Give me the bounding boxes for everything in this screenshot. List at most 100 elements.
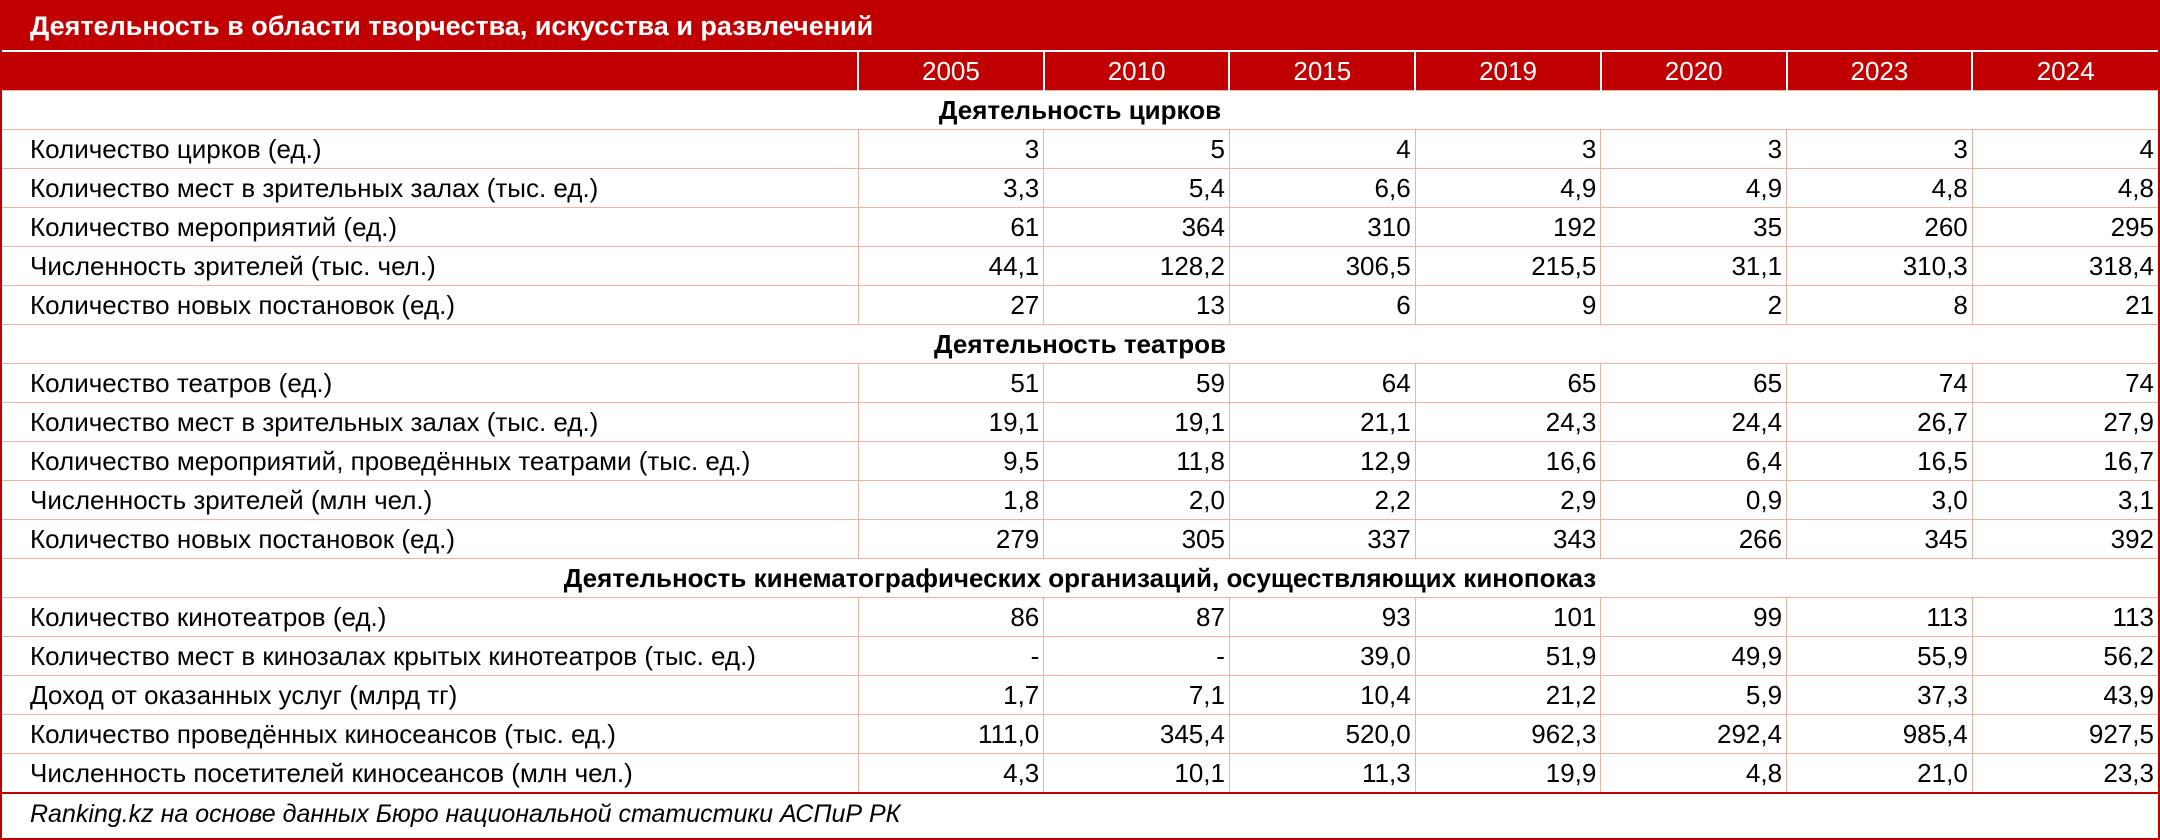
cell-2023: 74 bbox=[1786, 363, 1973, 403]
cell-2010: 13 bbox=[1043, 285, 1230, 325]
row-label: Количество кинотеатров (ед.) bbox=[2, 597, 859, 637]
header-year-2005: 2005 bbox=[857, 50, 1044, 91]
section-heading-row: Деятельность театров bbox=[2, 324, 2158, 364]
table-row: Количество мероприятий (ед.) 61 364 310 192 3… bbox=[2, 207, 2158, 247]
row-label: Количество театров (ед.) bbox=[2, 363, 859, 403]
cell-2020: 266 bbox=[1600, 519, 1787, 559]
cell-2024: 56,2 bbox=[1971, 636, 2158, 676]
header-label-cell bbox=[2, 50, 859, 91]
cell-2023: 55,9 bbox=[1786, 636, 1973, 676]
cell-2023: 16,5 bbox=[1786, 441, 1973, 481]
table-row: Количество мест в зрительных залах (тыс.… bbox=[2, 402, 2158, 442]
cell-2019: 215,5 bbox=[1414, 246, 1601, 286]
row-label: Количество мероприятий, проведённых теат… bbox=[2, 441, 859, 481]
cell-2015: 21,1 bbox=[1228, 402, 1416, 442]
cell-2019: 65 bbox=[1414, 363, 1601, 403]
cell-2010: 345,4 bbox=[1043, 714, 1230, 754]
table-row: Численность зрителей (тыс. чел.) 44,1 128,… bbox=[2, 246, 2158, 286]
cell-2023: 26,7 bbox=[1786, 402, 1973, 442]
cell-2024: 4 bbox=[1971, 129, 2158, 169]
cell-2015: 12,9 bbox=[1228, 441, 1416, 481]
source-note: Ranking.kz на основе данных Бюро национа… bbox=[2, 792, 2158, 832]
table-row: Количество мест в кинозалах крытых кинот… bbox=[2, 636, 2158, 676]
cell-2023: 260 bbox=[1786, 207, 1973, 247]
cell-2020: 2 bbox=[1600, 285, 1787, 325]
table-row: Доход от оказанных услуг (млрд тг) 1,7 7,1… bbox=[2, 675, 2158, 715]
data-table: 2005 2010 2015 2019 2020 2023 2024 Деятельност… bbox=[2, 50, 2158, 792]
cell-2015: 10,4 bbox=[1228, 675, 1416, 715]
cell-2005: 44,1 bbox=[857, 246, 1044, 286]
row-label: Численность посетителей киносеансов (млн… bbox=[2, 753, 859, 792]
cell-2010: 2,0 bbox=[1043, 480, 1230, 520]
cell-2023: 113 bbox=[1786, 597, 1973, 637]
header-year-2020: 2020 bbox=[1599, 50, 1787, 91]
table-header: 2005 2010 2015 2019 2020 2023 2024 bbox=[2, 50, 2158, 91]
cell-2005: 3 bbox=[857, 129, 1044, 169]
cell-2024: 27,9 bbox=[1971, 402, 2158, 442]
cell-2010: 305 bbox=[1043, 519, 1230, 559]
cell-2019: 343 bbox=[1414, 519, 1601, 559]
cell-2005: 9,5 bbox=[857, 441, 1044, 481]
row-label: Количество мест в зрительных залах (тыс.… bbox=[2, 168, 859, 208]
cell-2015: 64 bbox=[1228, 363, 1416, 403]
cell-2005: 51 bbox=[857, 363, 1044, 403]
cell-2023: 4,8 bbox=[1786, 168, 1973, 208]
cell-2020: 0,9 bbox=[1600, 480, 1787, 520]
section-heading: Деятельность кинематографических организ… bbox=[2, 558, 2158, 598]
cell-2024: 21 bbox=[1971, 285, 2158, 325]
cell-2015: 11,3 bbox=[1228, 753, 1416, 792]
cell-2020: 31,1 bbox=[1600, 246, 1787, 286]
cell-2019: 4,9 bbox=[1414, 168, 1601, 208]
cell-2024: 23,3 bbox=[1971, 753, 2158, 792]
table-row: Количество новых постановок (ед.) 27 13 6 9 2… bbox=[2, 285, 2158, 325]
cell-2005: - bbox=[857, 636, 1044, 676]
table-row: Количество проведённых киносеансов (тыс.… bbox=[2, 714, 2158, 754]
cell-2015: 2,2 bbox=[1228, 480, 1416, 520]
table-row: Количество цирков (ед.) 3 5 4 3 3 3 4 bbox=[2, 129, 2158, 169]
cell-2005: 3,3 bbox=[857, 168, 1044, 208]
cell-2005: 279 bbox=[857, 519, 1044, 559]
cell-2010: 11,8 bbox=[1043, 441, 1230, 481]
cell-2020: 99 bbox=[1600, 597, 1787, 637]
cell-2024: 74 bbox=[1971, 363, 2158, 403]
cell-2020: 6,4 bbox=[1600, 441, 1787, 481]
row-label: Количество мест в кинозалах крытых кинот… bbox=[2, 636, 859, 676]
header-year-2010: 2010 bbox=[1042, 50, 1230, 91]
cell-2005: 1,8 bbox=[857, 480, 1044, 520]
cell-2015: 306,5 bbox=[1228, 246, 1416, 286]
cell-2023: 345 bbox=[1786, 519, 1973, 559]
cell-2023: 310,3 bbox=[1786, 246, 1973, 286]
cell-2023: 37,3 bbox=[1786, 675, 1973, 715]
cell-2010: 364 bbox=[1043, 207, 1230, 247]
cell-2024: 392 bbox=[1971, 519, 2158, 559]
row-label: Количество мест в зрительных залах (тыс.… bbox=[2, 402, 859, 442]
cell-2020: 5,9 bbox=[1600, 675, 1787, 715]
cell-2020: 292,4 bbox=[1600, 714, 1787, 754]
cell-2015: 6 bbox=[1228, 285, 1416, 325]
cell-2023: 3 bbox=[1786, 129, 1973, 169]
cell-2019: 21,2 bbox=[1414, 675, 1601, 715]
cell-2015: 337 bbox=[1228, 519, 1416, 559]
table-body: Деятельность цирков Количество цирков (ед… bbox=[2, 90, 2158, 792]
cell-2005: 61 bbox=[857, 207, 1044, 247]
cell-2015: 93 bbox=[1228, 597, 1416, 637]
cell-2005: 1,7 bbox=[857, 675, 1044, 715]
cell-2010: 87 bbox=[1043, 597, 1230, 637]
table-row: Численность посетителей киносеансов (млн… bbox=[2, 753, 2158, 792]
cell-2020: 4,8 bbox=[1600, 753, 1787, 792]
cell-2015: 520,0 bbox=[1228, 714, 1416, 754]
cell-2024: 113 bbox=[1971, 597, 2158, 637]
cell-2019: 16,6 bbox=[1414, 441, 1601, 481]
cell-2010: 5 bbox=[1043, 129, 1230, 169]
cell-2005: 86 bbox=[857, 597, 1044, 637]
cell-2015: 310 bbox=[1228, 207, 1416, 247]
cell-2024: 927,5 bbox=[1971, 714, 2158, 754]
cell-2024: 3,1 bbox=[1971, 480, 2158, 520]
cell-2019: 51,9 bbox=[1414, 636, 1601, 676]
table-title: Деятельность в области творчества, искус… bbox=[2, 2, 2158, 50]
cell-2010: 128,2 bbox=[1043, 246, 1230, 286]
cell-2010: 19,1 bbox=[1043, 402, 1230, 442]
header-year-2023: 2023 bbox=[1785, 50, 1973, 91]
row-label: Количество новых постановок (ед.) bbox=[2, 285, 859, 325]
